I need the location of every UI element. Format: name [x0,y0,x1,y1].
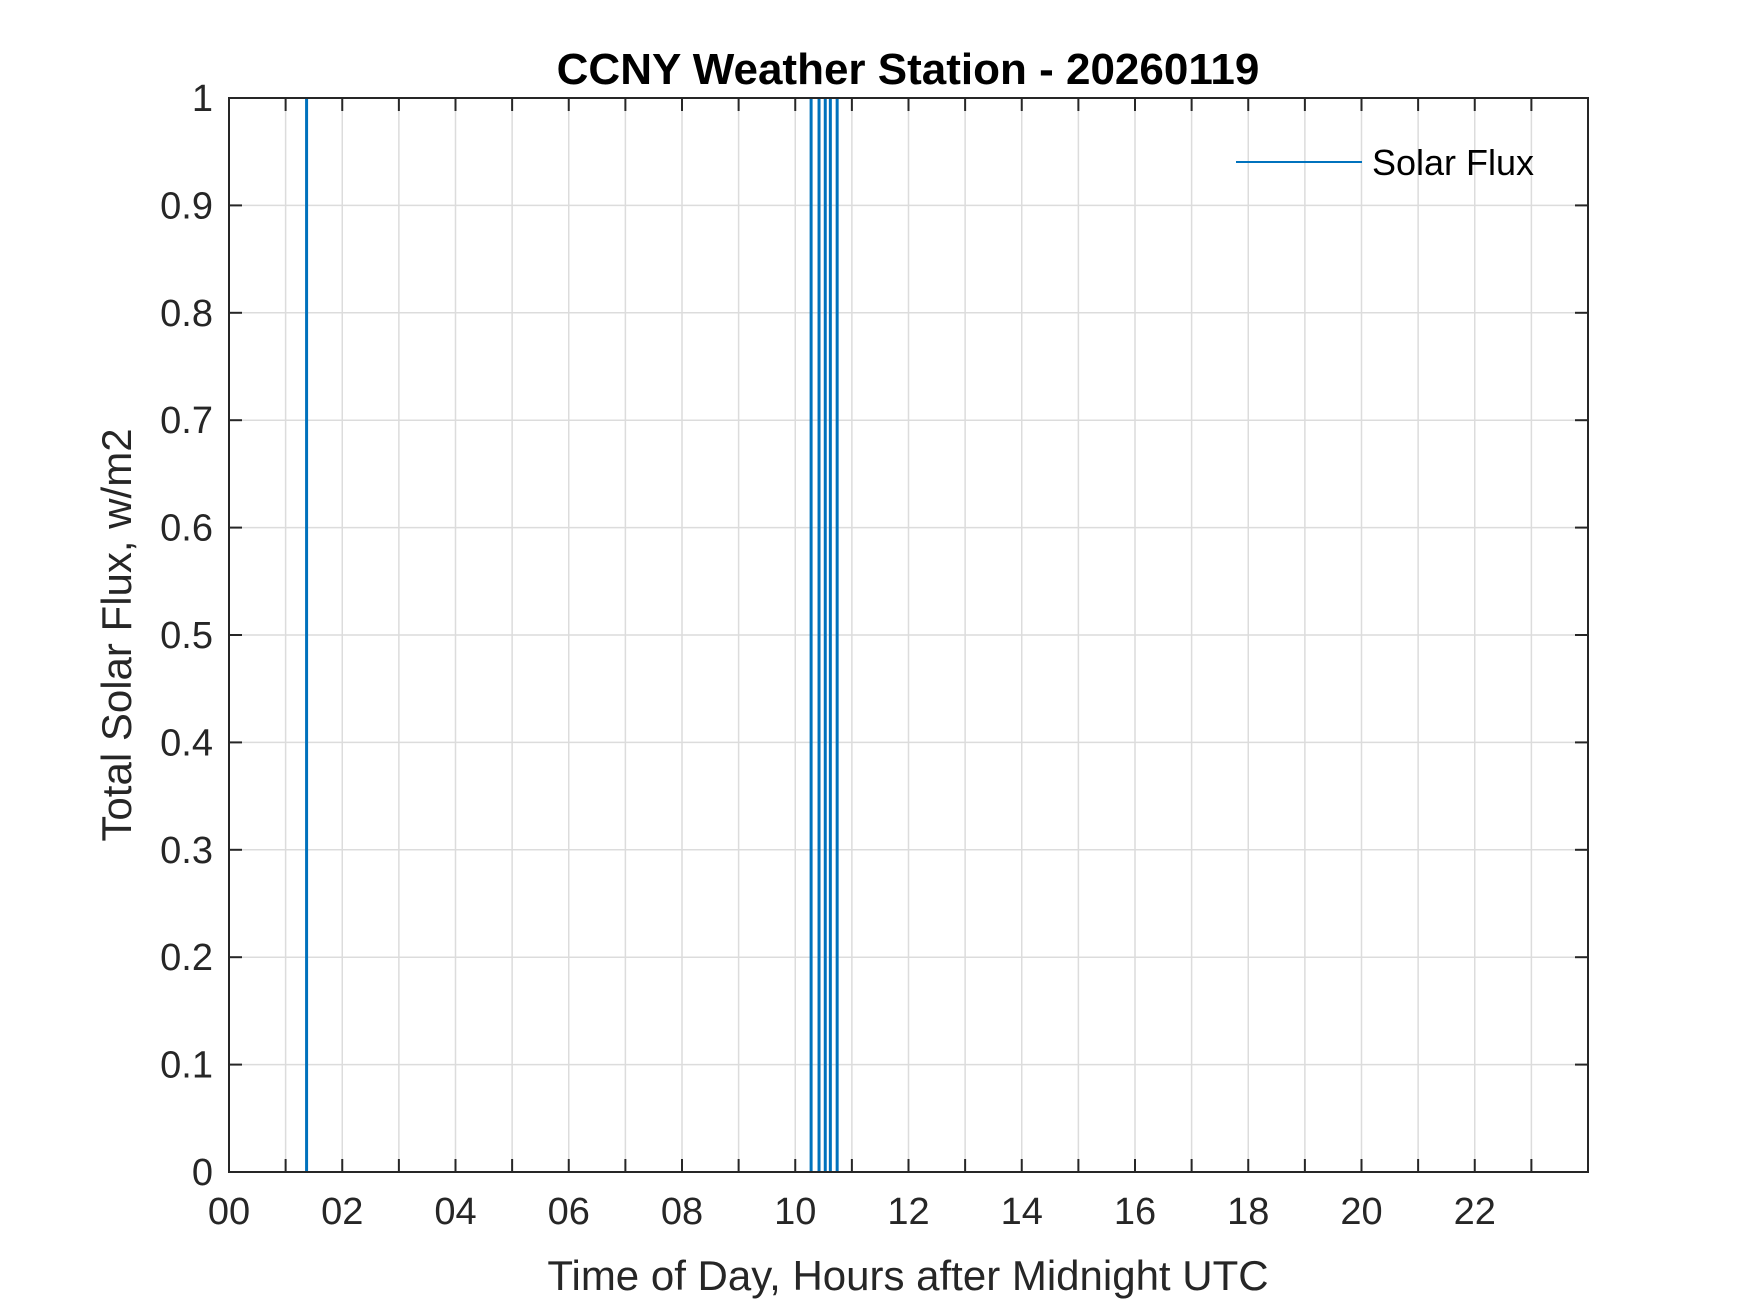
grid-lines [229,98,1588,1172]
series-solar-flux [305,98,839,1172]
y-tick-label: 0.8 [160,293,213,335]
y-tick-label: 0 [192,1152,213,1194]
x-axis-label: Time of Day, Hours after Midnight UTC [547,1252,1268,1299]
x-tick-label: 04 [434,1191,476,1233]
y-tick-label: 1 [192,78,213,120]
legend-label-solar-flux: Solar Flux [1372,142,1534,183]
y-tick-label: 0.4 [160,722,213,764]
y-axis-label: Total Solar Flux, w/m2 [93,428,140,841]
x-tick-label: 16 [1114,1191,1156,1233]
chart-title: CCNY Weather Station - 20260119 [557,45,1260,94]
tick-labels: 00 02 04 06 08 10 12 14 16 18 20 22 0 0.1 0.2 0.3 0.4 0.5… [160,78,1496,1233]
x-tick-label: 12 [887,1191,929,1233]
x-tick-label: 10 [774,1191,816,1233]
x-tick-label: 00 [208,1191,250,1233]
y-tick-label: 0.3 [160,830,213,872]
data-series [305,98,839,1172]
x-tick-label: 02 [321,1191,363,1233]
x-tick-label: 08 [661,1191,703,1233]
y-tick-label: 0.2 [160,937,213,979]
y-tick-label: 0.6 [160,508,213,550]
y-tick-label: 0.1 [160,1045,213,1087]
y-tick-label: 0.9 [160,185,213,227]
x-tick-label: 22 [1454,1191,1496,1233]
x-tick-label: 20 [1340,1191,1382,1233]
x-tick-label: 14 [1001,1191,1043,1233]
y-tick-label: 0.7 [160,400,213,442]
x-tick-label: 06 [548,1191,590,1233]
x-tick-label: 18 [1227,1191,1269,1233]
tick-marks [228,97,1588,1173]
y-tick-label: 0.5 [160,615,213,657]
legend: Solar Flux [1236,142,1534,183]
